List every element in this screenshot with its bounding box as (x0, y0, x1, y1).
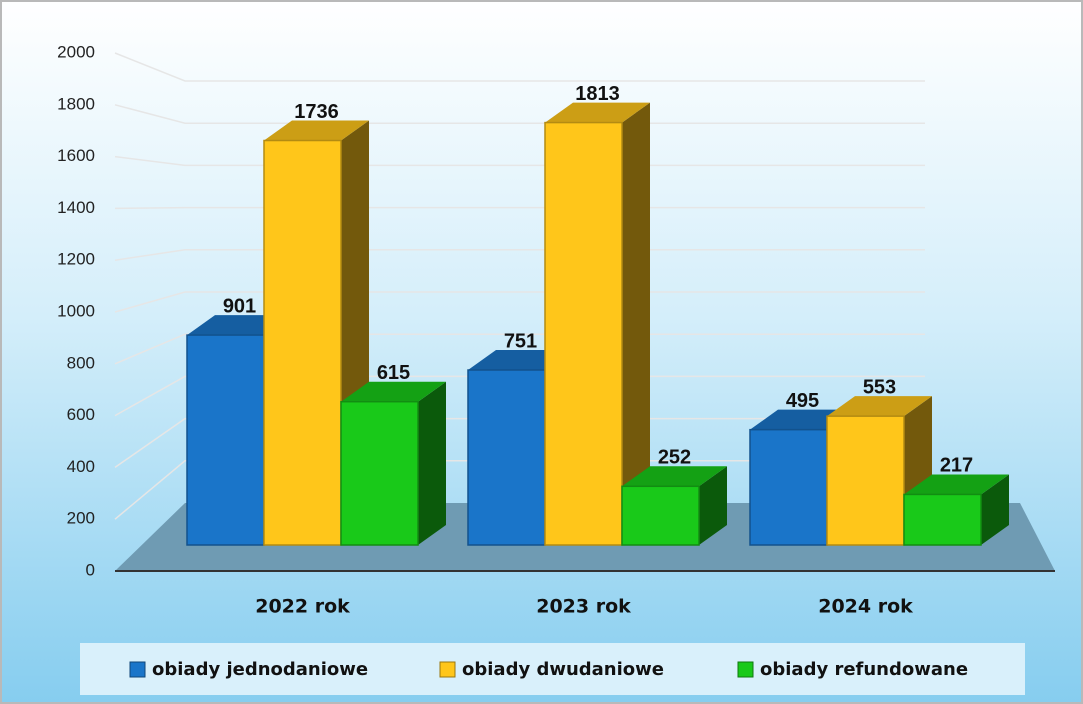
value-label: 615 (377, 362, 410, 384)
bar-top (341, 381, 446, 402)
grid-line (114, 333, 925, 365)
value-label: 553 (863, 376, 896, 398)
legend-swatch (737, 661, 754, 678)
bar (340, 400, 419, 546)
bar-top (904, 474, 1009, 495)
bar (544, 121, 623, 546)
bar-top (545, 102, 650, 123)
grid-line (114, 291, 925, 313)
y-tick-label: 1400 (57, 198, 95, 217)
bar (903, 493, 982, 546)
bar (263, 139, 342, 546)
legend (80, 643, 1025, 695)
x-tick-label: 2024 rok (818, 596, 913, 618)
bar-top (264, 120, 369, 141)
grid-line (114, 249, 925, 261)
legend-label: obiady dwudaniowe (462, 659, 664, 680)
value-label: 751 (504, 330, 537, 352)
x-tick-label: 2023 rok (536, 596, 631, 618)
grid-line (114, 460, 925, 520)
grid-line (114, 52, 925, 82)
y-tick-label: 1600 (57, 146, 95, 165)
bar-side (418, 381, 446, 545)
bar-side (981, 474, 1009, 545)
bar (467, 369, 546, 546)
grid-line (114, 417, 925, 469)
legend-label: obiady refundowane (760, 659, 968, 680)
bar-side (699, 466, 727, 545)
legend-label: obiady jednodaniowe (152, 659, 368, 680)
value-label: 252 (658, 447, 691, 469)
y-tick-label: 1200 (57, 250, 95, 269)
grid-line (114, 375, 925, 417)
y-tick-label: 2000 (57, 42, 95, 61)
value-label: 217 (940, 455, 973, 477)
bar (621, 485, 700, 546)
value-label: 1736 (294, 101, 339, 123)
y-tick-label: 600 (67, 405, 95, 424)
bar (749, 428, 828, 546)
bar (186, 334, 265, 546)
y-tick-label: 1800 (57, 94, 95, 113)
bar (826, 415, 905, 546)
grid-line (114, 155, 925, 167)
value-label: 1813 (575, 83, 620, 105)
x-tick-label: 2022 rok (255, 596, 350, 618)
bar-side (622, 102, 650, 546)
legend-swatch (129, 661, 146, 678)
bar-top (622, 466, 727, 487)
y-tick-label: 200 (67, 509, 95, 528)
value-label: 495 (786, 390, 819, 412)
y-tick-label: 400 (67, 457, 95, 476)
value-label: 901 (223, 295, 256, 317)
y-tick-label: 0 (86, 560, 95, 579)
legend-swatch (439, 661, 456, 678)
grid-line (114, 104, 925, 124)
y-tick-label: 800 (67, 353, 95, 372)
y-tick-label: 1000 (57, 301, 95, 320)
grid-line (114, 206, 925, 210)
bar-top (827, 396, 932, 417)
